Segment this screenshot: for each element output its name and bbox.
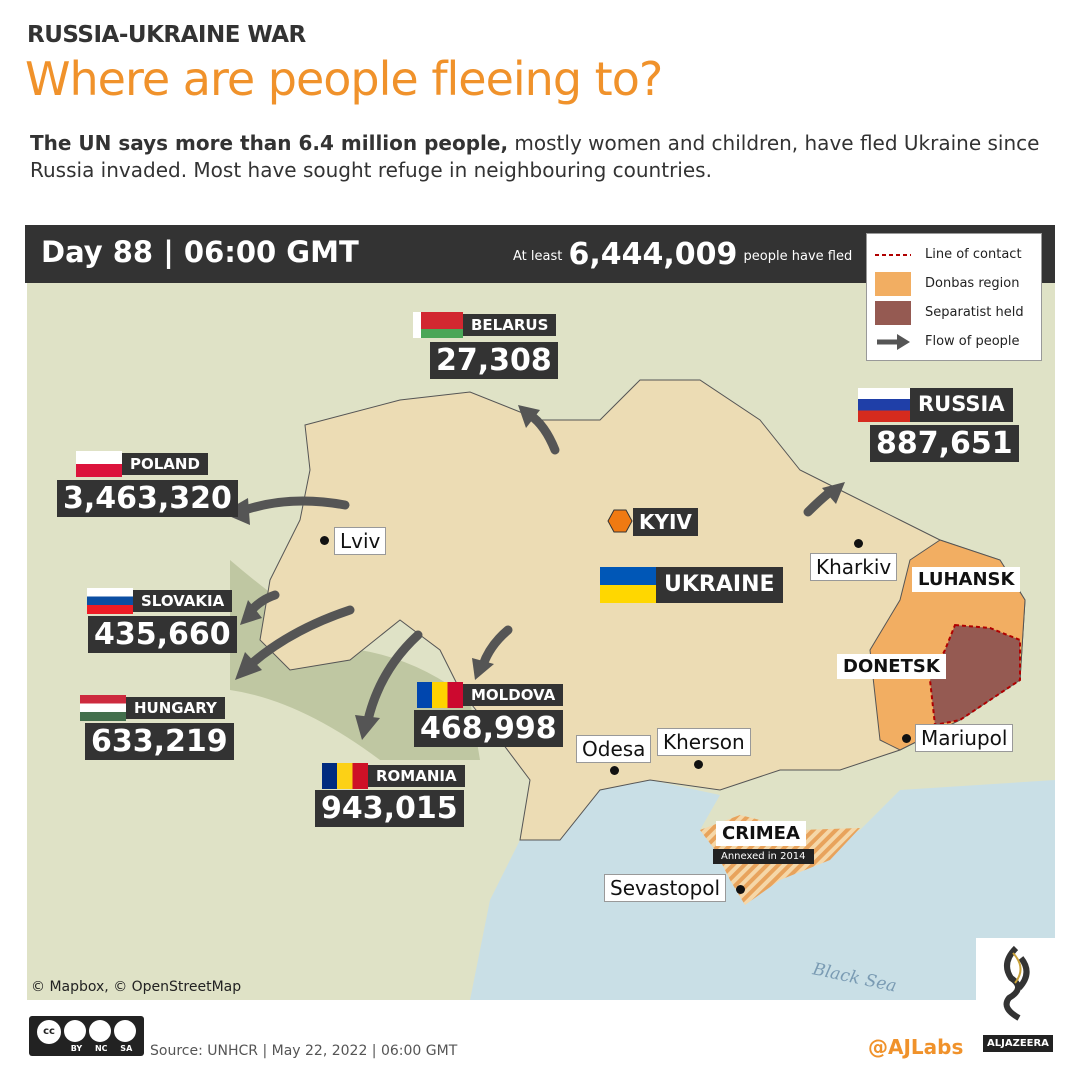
legend-label: Line of contact	[925, 247, 1022, 262]
license-text: BY NC SA	[70, 1043, 133, 1053]
flow-arrow-hungary	[245, 605, 355, 670]
count-russia: 887,651	[870, 425, 1019, 462]
belarus-flag-icon	[413, 312, 463, 338]
city-kharkiv: Kharkiv	[810, 553, 898, 581]
region-luhansk: LUHANSK	[912, 567, 1021, 592]
flow-arrow-romania	[363, 630, 423, 725]
aljazeera-logo-icon	[976, 938, 1055, 1028]
count-romania: 943,015	[315, 790, 464, 827]
fled-suffix: people have fled	[743, 249, 853, 264]
total-fled: At least 6,444,009 people have fled	[513, 237, 852, 272]
country-label-belarus: BELARUS	[413, 312, 557, 338]
region-crimea: CRIMEA	[716, 821, 806, 846]
donbas-swatch	[875, 271, 911, 296]
ukraine-flag-icon	[600, 567, 656, 603]
separatist-held	[928, 623, 1021, 727]
country-label-ukraine: UKRAINE	[600, 567, 783, 603]
country-name: BELARUS	[463, 313, 557, 336]
arrow-heads	[222, 405, 845, 740]
count-poland: 3,463,320	[57, 480, 238, 517]
intro-rest: mostly women and children, have fled Ukr…	[30, 131, 1040, 182]
legend-item: Separatist held	[875, 298, 1033, 327]
kyiv-marker	[607, 509, 633, 533]
country-label-hungary: HUNGARY	[80, 695, 225, 721]
region-donetsk: DONETSK	[837, 654, 946, 679]
moldova-flag-icon	[417, 682, 463, 708]
kicker: RUSSIA-UKRAINE WAR	[27, 22, 306, 48]
lviv-dot	[320, 536, 329, 545]
separatist-swatch	[875, 300, 911, 325]
city-mariupol: Mariupol	[915, 724, 1014, 752]
arrow-icon	[877, 333, 910, 350]
by-icon	[64, 1019, 86, 1042]
country-name: MOLDOVA	[463, 683, 564, 706]
cc-icon: cc	[37, 1019, 61, 1044]
country-label-slovakia: SLOVAKIA	[87, 588, 233, 614]
ajlabs-handle[interactable]: @AJLabs	[868, 1035, 964, 1059]
intro-bold: The UN says more than 6.4 million people…	[30, 131, 509, 155]
city-kyiv: KYIV	[633, 508, 698, 536]
country-name: UKRAINE	[656, 567, 783, 603]
odesa-dot	[610, 766, 619, 775]
page-title: Where are people fleeing to?	[25, 52, 663, 106]
city-odesa: Odesa	[576, 735, 652, 763]
legend-item: Donbas region	[875, 269, 1033, 298]
source-line: Source: UNHCR | May 22, 2022 | 06:00 GMT	[150, 1043, 458, 1059]
map-credit: © Mapbox, © OpenStreetMap	[31, 979, 242, 995]
kherson-dot	[694, 760, 703, 769]
nc-icon	[89, 1019, 111, 1042]
russia-flag-icon	[858, 388, 910, 422]
legend-label: Donbas region	[925, 276, 1020, 291]
romania-flag-icon	[322, 763, 368, 789]
sa-icon	[114, 1019, 136, 1042]
mariupol-dot	[902, 734, 911, 743]
count-belarus: 27,308	[430, 342, 558, 379]
intro-text: The UN says more than 6.4 million people…	[30, 130, 1060, 184]
poland-flag-icon	[76, 451, 122, 477]
country-name: RUSSIA	[910, 388, 1013, 422]
country-name: SLOVAKIA	[133, 589, 233, 612]
hungary-flag-icon	[80, 695, 126, 721]
country-label-moldova: MOLDOVA	[417, 682, 564, 708]
count-slovakia: 435,660	[88, 616, 237, 653]
city-lviv: Lviv	[334, 527, 387, 555]
kharkiv-dot	[854, 539, 863, 548]
sevastopol-dot	[736, 885, 745, 894]
cc-icons: cc	[37, 1019, 136, 1044]
legend: Line of contact Donbas region Separatist…	[866, 233, 1042, 361]
legend-label: Separatist held	[925, 305, 1024, 320]
aljazeera-calligraphy-icon	[1003, 945, 1029, 1021]
total-count: 6,444,009	[568, 237, 738, 272]
dashed-line-icon	[875, 253, 911, 256]
legend-item: Flow of people	[875, 327, 1033, 356]
country-label-poland: POLAND	[76, 451, 208, 477]
country-name: HUNGARY	[126, 696, 225, 719]
legend-label: Flow of people	[925, 334, 1020, 349]
flow-arrow-poland	[240, 496, 350, 515]
country-name: POLAND	[122, 452, 208, 475]
crimea-note: Annexed in 2014	[713, 849, 814, 864]
day-label: Day 88 | 06:00 GMT	[41, 235, 359, 269]
aljazeera-wordmark: ALJAZEERA	[983, 1035, 1053, 1052]
country-label-romania: ROMANIA	[322, 763, 465, 789]
slovakia-flag-icon	[87, 588, 133, 614]
count-moldova: 468,998	[414, 710, 563, 747]
at-least-label: At least	[513, 249, 563, 264]
count-hungary: 633,219	[85, 723, 234, 760]
country-name: ROMANIA	[368, 764, 465, 787]
cc-license-badge[interactable]: cc BY NC SA	[29, 1016, 144, 1056]
city-sevastopol: Sevastopol	[604, 874, 727, 902]
legend-item: Line of contact	[875, 240, 1033, 269]
country-label-russia: RUSSIA	[858, 388, 1013, 422]
city-kherson: Kherson	[657, 728, 751, 756]
